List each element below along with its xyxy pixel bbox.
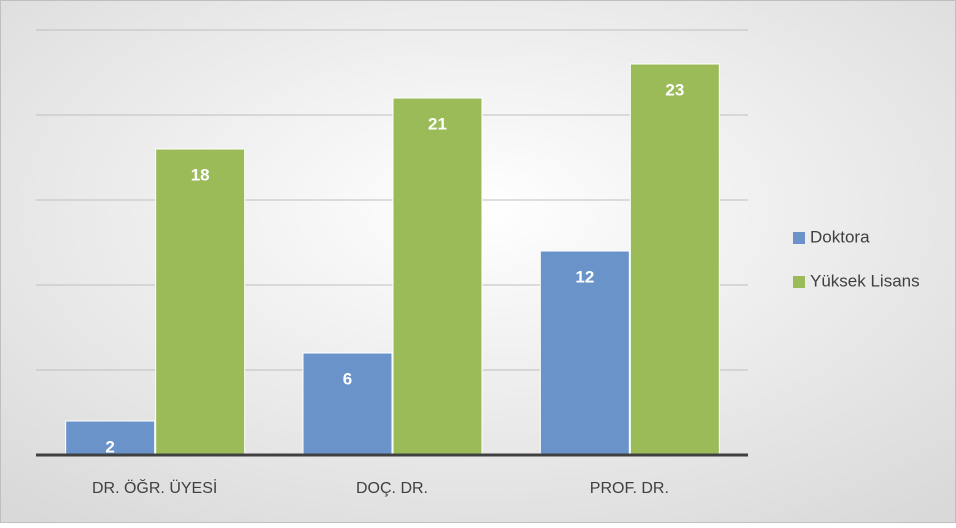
bar <box>392 97 483 456</box>
x-tick-label: DR. ÖĞR. ÜYESİ <box>92 478 217 497</box>
x-tick-label: PROF. DR. <box>590 480 669 497</box>
data-label: 6 <box>343 369 352 388</box>
legend-label: Yüksek Lisans <box>810 271 920 290</box>
bar <box>539 250 630 456</box>
data-label: 21 <box>428 114 447 133</box>
bar <box>629 63 720 456</box>
data-label: 18 <box>191 165 210 184</box>
legend-swatch <box>793 276 805 288</box>
bar <box>155 148 246 456</box>
data-label: 2 <box>105 437 114 456</box>
legend-swatch <box>793 232 805 244</box>
bar <box>302 352 393 456</box>
data-label: 12 <box>575 267 594 286</box>
data-label: 23 <box>665 80 684 99</box>
legend-label: Doktora <box>810 227 870 246</box>
bar <box>65 420 156 456</box>
x-tick-label: DOÇ. DR. <box>356 480 428 497</box>
